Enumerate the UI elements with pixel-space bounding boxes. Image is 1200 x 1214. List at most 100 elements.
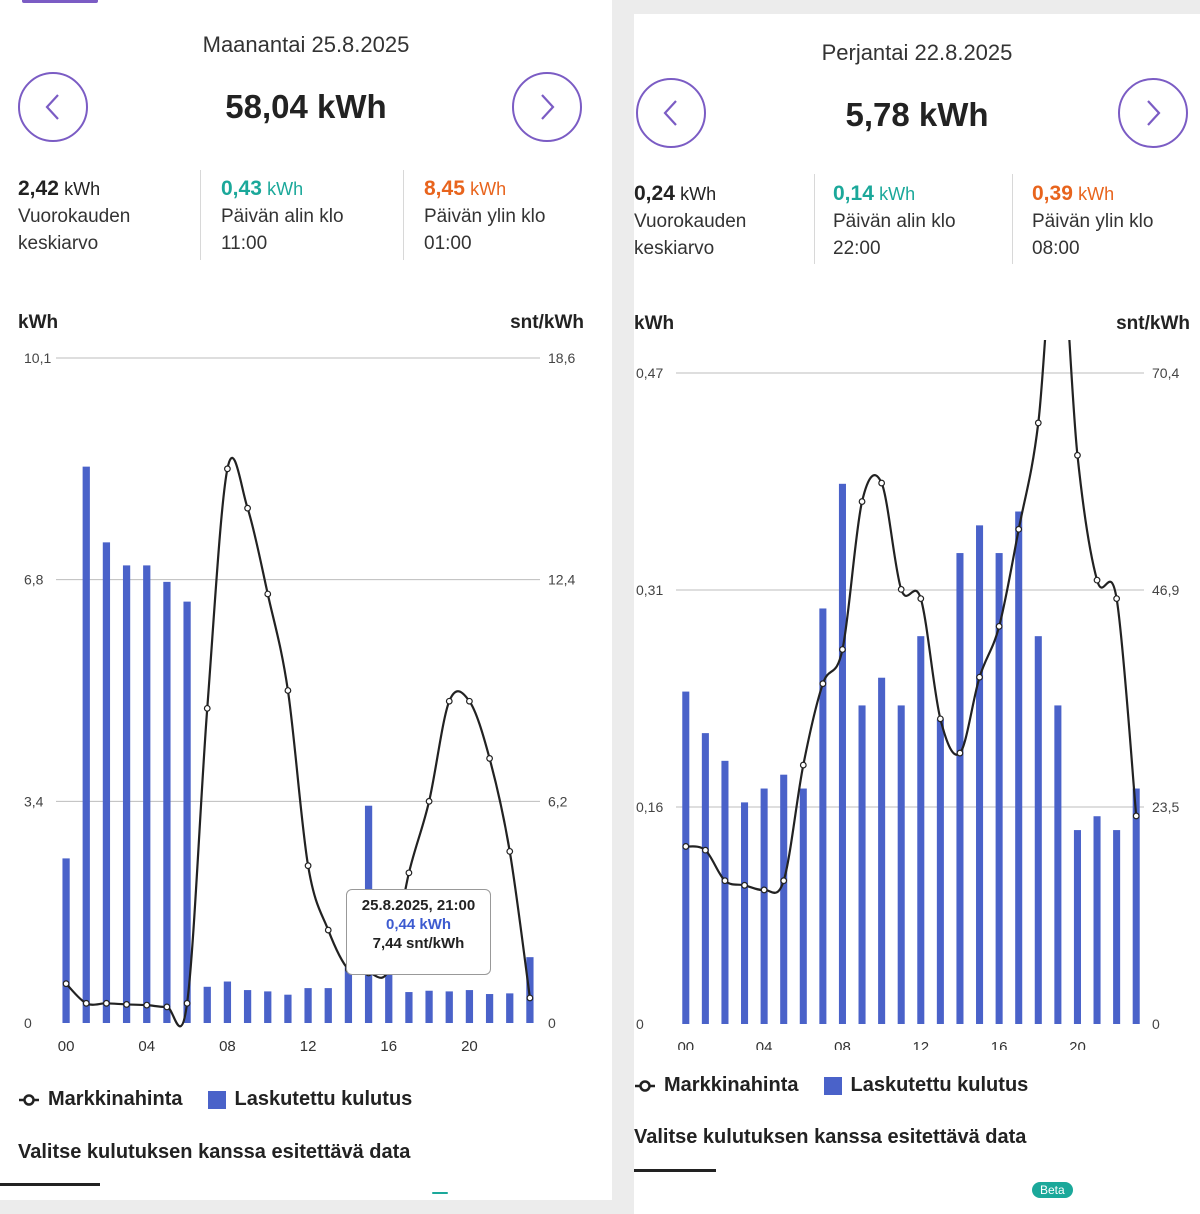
x-tick-label: 12 bbox=[300, 1038, 317, 1055]
price-point bbox=[799, 761, 807, 769]
divider bbox=[1012, 174, 1013, 264]
chart-legend: Markkinahinta Laskutettu kulutus bbox=[634, 1074, 1054, 1097]
price-point bbox=[466, 697, 473, 705]
consumption-bar bbox=[223, 981, 232, 1023]
price-point bbox=[224, 465, 231, 473]
consumption-bar bbox=[799, 788, 807, 1024]
next-day-button[interactable] bbox=[1118, 78, 1188, 148]
consumption-bar bbox=[425, 990, 433, 1023]
price-point bbox=[721, 877, 729, 885]
consumption-bar bbox=[62, 858, 70, 1023]
x-tick-label: 00 bbox=[677, 1039, 694, 1050]
consumption-bar bbox=[385, 967, 393, 1023]
stat-average-value: 0,24 bbox=[634, 182, 675, 205]
price-point bbox=[103, 999, 110, 1007]
price-point bbox=[701, 846, 709, 854]
price-point bbox=[976, 673, 983, 681]
consumption-bar bbox=[445, 991, 453, 1023]
price-point bbox=[445, 697, 453, 705]
price-point bbox=[741, 881, 748, 889]
chevron-left-icon bbox=[45, 94, 59, 120]
price-point bbox=[506, 847, 514, 855]
next-day-button[interactable] bbox=[512, 72, 582, 142]
stat-max: 8,45 kWh Päivän ylin klo 01:00 bbox=[424, 175, 545, 257]
y-tick-label: 0,47 bbox=[636, 365, 663, 381]
consumption-price-chart[interactable]: 0 03,4 6,26,8 12,410,1 18,600 04 08 12 16 20 bbox=[0, 340, 612, 1060]
stat-average-label: Vuorokauden bbox=[18, 206, 131, 227]
stat-min-unit: kWh bbox=[267, 179, 304, 199]
consumption-bar bbox=[1015, 511, 1023, 1024]
consumption-bar bbox=[203, 986, 211, 1023]
price-point bbox=[917, 595, 925, 603]
axis-right-title: snt/kWh bbox=[510, 312, 584, 333]
consumption-bar bbox=[243, 990, 252, 1023]
price-point bbox=[304, 862, 312, 870]
stat-min-time: 11:00 bbox=[221, 233, 268, 254]
price-point bbox=[163, 1003, 171, 1011]
legend-price[interactable]: Markkinahinta bbox=[634, 1074, 798, 1097]
data-selection-heading: Valitse kulutuksen kanssa esitettävä dat… bbox=[18, 1141, 411, 1163]
x-tick-label: 12 bbox=[912, 1039, 929, 1050]
y-tick-label: 0 bbox=[24, 1015, 32, 1031]
consumption-bar bbox=[122, 565, 131, 1023]
price-point bbox=[1113, 595, 1121, 603]
consumption-price-chart[interactable]: 0 00,16 23,50,31 46,90,47 70,400 04 08 12 16 20 bbox=[634, 340, 1200, 1050]
consumption-bar bbox=[1073, 830, 1081, 1024]
x-tick-label: 16 bbox=[991, 1039, 1008, 1050]
price-point bbox=[819, 680, 827, 688]
stat-min-value: 0,43 bbox=[221, 177, 262, 200]
consumption-bar bbox=[780, 774, 788, 1024]
stat-min-label: Päivän alin klo bbox=[221, 206, 344, 227]
price-point bbox=[264, 590, 272, 598]
y2-tick-label: 6,2 bbox=[548, 793, 568, 809]
y2-tick-label: 12,4 bbox=[548, 572, 575, 588]
consumption-bar bbox=[264, 991, 272, 1023]
price-point bbox=[1132, 812, 1140, 820]
stat-average-label: Vuorokauden bbox=[634, 211, 747, 232]
consumption-bar bbox=[917, 636, 925, 1024]
stat-max-label: Päivän ylin klo bbox=[424, 206, 546, 227]
price-point bbox=[682, 843, 690, 850]
price-point bbox=[244, 504, 251, 512]
price-point bbox=[62, 980, 70, 988]
y2-tick-label: 18,6 bbox=[548, 350, 575, 366]
stat-max-label: Päivän ylin klo bbox=[1032, 211, 1154, 232]
x-tick-label: 08 bbox=[834, 1039, 851, 1050]
price-point bbox=[1015, 525, 1023, 533]
previous-day-button[interactable] bbox=[18, 72, 88, 142]
price-line bbox=[685, 340, 1138, 894]
previous-day-button[interactable] bbox=[636, 78, 706, 148]
stat-max-value: 8,45 bbox=[424, 177, 465, 200]
axis-left-title: kWh bbox=[18, 312, 59, 333]
y-tick-label: 6,8 bbox=[24, 572, 44, 588]
x-tick-label: 20 bbox=[1069, 1039, 1086, 1050]
legend-price[interactable]: Markkinahinta bbox=[18, 1088, 182, 1111]
stat-average: 2,42 kWh Vuorokauden keskiarvo bbox=[18, 175, 130, 257]
price-point bbox=[486, 755, 493, 762]
bar-square-icon bbox=[824, 1076, 843, 1095]
stat-max-unit: kWh bbox=[470, 179, 507, 199]
consumption-bar bbox=[682, 691, 690, 1024]
price-point bbox=[425, 797, 433, 805]
price-point bbox=[995, 622, 1003, 630]
legend-consumption[interactable]: Laskutettu kulutus bbox=[208, 1088, 412, 1111]
consumption-bar bbox=[1132, 788, 1140, 1024]
price-point bbox=[284, 687, 292, 694]
consumption-bar bbox=[1113, 830, 1121, 1024]
consumption-bar bbox=[1054, 705, 1062, 1024]
consumption-bar bbox=[1093, 816, 1101, 1024]
bottom-tab-indicator bbox=[0, 1183, 100, 1186]
legend-consumption[interactable]: Laskutettu kulutus bbox=[824, 1074, 1028, 1097]
tooltip-date: 25.8.2025, 21:00 bbox=[361, 897, 476, 914]
y2-tick-label: 70,4 bbox=[1152, 365, 1179, 381]
consumption-bar bbox=[995, 553, 1003, 1024]
y2-tick-label: 0 bbox=[1152, 1016, 1160, 1032]
price-point bbox=[405, 869, 413, 877]
y-tick-label: 10,1 bbox=[24, 350, 51, 366]
y2-tick-label: 46,9 bbox=[1152, 582, 1179, 598]
x-tick-label: 04 bbox=[138, 1038, 155, 1055]
consumption-bar bbox=[506, 993, 514, 1023]
top-tab-indicator bbox=[22, 0, 98, 3]
consumption-bar bbox=[344, 967, 353, 1023]
stat-min-label: Päivän alin klo bbox=[833, 211, 956, 232]
